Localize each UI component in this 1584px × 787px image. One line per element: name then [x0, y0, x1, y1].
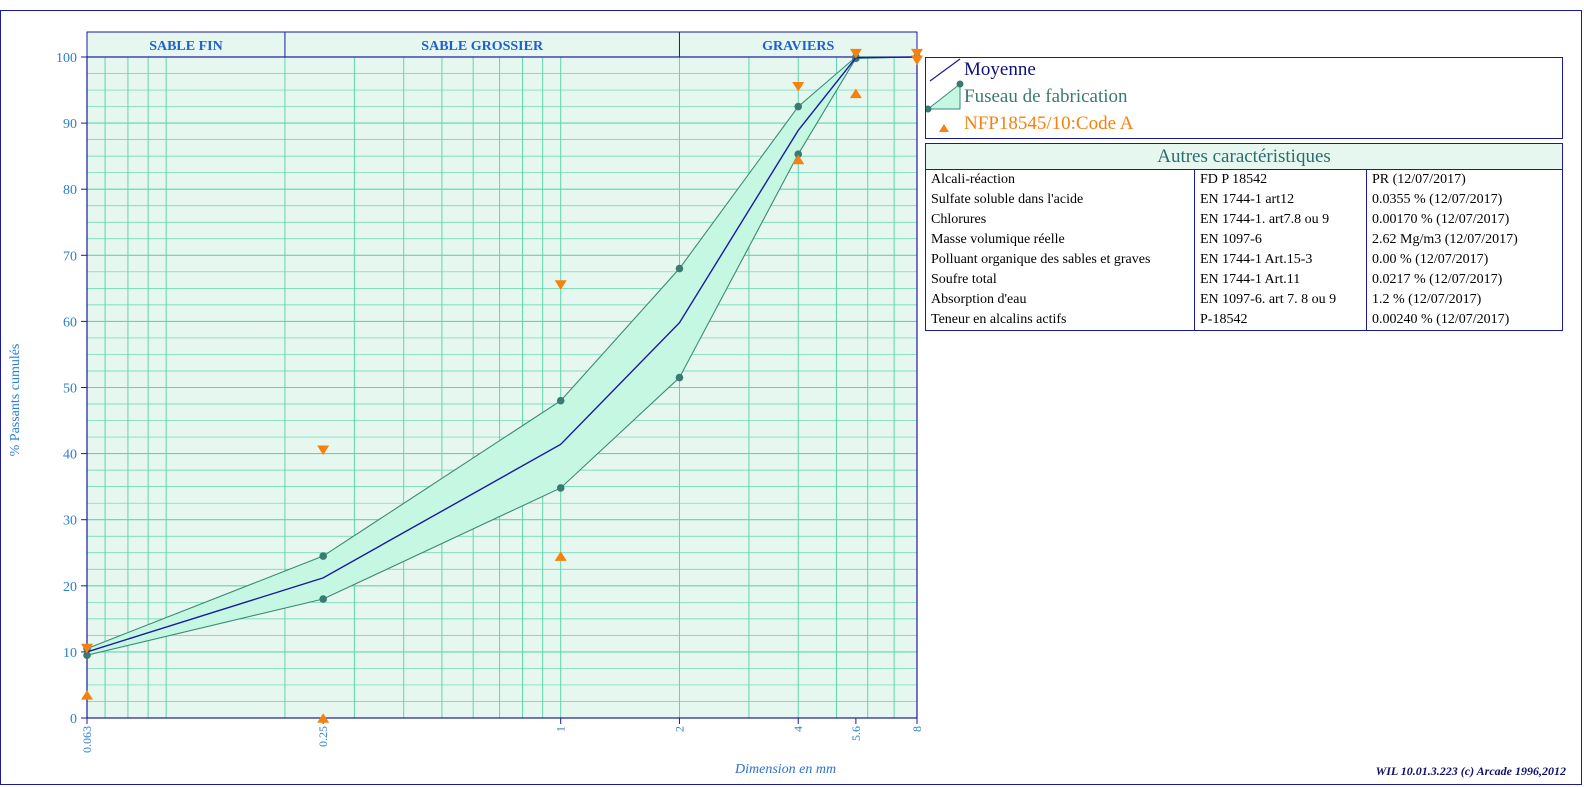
code-triangle-icon	[939, 124, 949, 132]
autres-row: Chlorures EN 1744-1. art7.8 ou 9 0.00170 %…	[926, 210, 1562, 230]
x-axis-label: Dimension en mm	[735, 762, 837, 777]
test-method: EN 1744-1. art7.8 ou 9	[1194, 210, 1367, 230]
chart-frame	[0, 10, 1582, 785]
fuseau-point	[794, 102, 803, 111]
autres-caracteristiques-panel: Autres caractéristiques Alcali-réaction F…	[925, 143, 1563, 331]
test-value: PR (12/07/2017)	[1372, 172, 1466, 187]
autres-row: Teneur en alcalins actifs P-18542 0.00240 …	[926, 310, 1562, 330]
y-tick-label: 70	[63, 249, 77, 264]
legend: Moyenne Fuseau de fabrication NFP18545/1…	[925, 57, 1563, 139]
fuseau-swatch-icon	[926, 82, 961, 110]
test-method: EN 1097-6. art 7. 8 ou 9	[1194, 290, 1367, 310]
autres-title: Autres caractéristiques	[926, 144, 1562, 170]
test-value: 1.2 % (12/07/2017)	[1372, 292, 1482, 307]
property-name: Alcali-réaction	[926, 170, 1195, 190]
fuseau-point	[83, 651, 91, 660]
y-tick-label: 80	[63, 183, 77, 198]
fuseau-point	[319, 595, 327, 603]
x-tick-label: 1	[554, 726, 568, 732]
software-credit: WIL 10.01.3.223 (c) Arcade 1996,2012	[1375, 764, 1566, 778]
test-value: 0.00 % (12/07/2017)	[1372, 252, 1489, 267]
autres-row: Alcali-réaction FD P 18542 PR (12/07/2017)	[926, 170, 1562, 190]
test-value: 0.0355 % (12/07/2017)	[1372, 192, 1503, 207]
fuseau-point	[556, 484, 565, 492]
autres-row: Absorption d'eau EN 1097-6. art 7. 8 ou 9…	[926, 290, 1562, 310]
test-method: EN 1744-1 art12	[1194, 190, 1367, 210]
legend-code: NFP18545/10:Code A	[964, 113, 1134, 134]
x-tick-label: 0.25	[316, 726, 330, 747]
fuseau-point	[675, 373, 684, 382]
moyenne-line-icon	[929, 58, 961, 82]
legend-fuseau: Fuseau de fabrication	[964, 86, 1128, 107]
property-name: Masse volumique réelle	[926, 230, 1195, 250]
spec-marker	[911, 48, 923, 59]
fuseau-marker-icon	[956, 80, 964, 88]
y-tick-label: 100	[56, 51, 77, 66]
y-axis-label: % Passants cumulés	[8, 343, 23, 457]
fuseau-point	[675, 264, 684, 273]
zone-label: SABLE GROSSIER	[421, 39, 544, 54]
spec-marker	[911, 55, 923, 66]
property-name: Soufre total	[926, 270, 1195, 290]
spec-marker	[554, 280, 567, 290]
x-tick-label: 0.063	[80, 726, 94, 753]
autres-table: Alcali-réaction FD P 18542 PR (12/07/2017)…	[926, 170, 1562, 330]
spec-marker	[317, 445, 330, 456]
y-tick-label: 0	[70, 712, 77, 727]
test-method: FD P 18542	[1194, 170, 1367, 190]
test-method: P-18542	[1194, 310, 1367, 330]
spec-marker	[554, 551, 567, 561]
y-tick-label: 30	[63, 514, 77, 529]
property-name: Teneur en alcalins actifs	[926, 310, 1195, 330]
autres-row: Polluant organique des sables et graves E…	[926, 250, 1562, 270]
legend-symbols	[926, 58, 964, 132]
test-value: 2.62 Mg/m3 (12/07/2017)	[1372, 232, 1518, 247]
test-method: EN 1744-1 Art.11	[1194, 270, 1367, 290]
x-tick-label: 5.6	[849, 726, 863, 741]
spec-marker	[792, 154, 805, 165]
test-value: 0.0217 % (12/07/2017)	[1372, 272, 1503, 287]
y-tick-label: 10	[63, 646, 77, 661]
legend-moyenne: Moyenne	[964, 59, 1036, 80]
property-name: Polluant organique des sables et graves	[926, 250, 1195, 270]
autres-row: Soufre total EN 1744-1 Art.11 0.0217 % (12…	[926, 270, 1562, 290]
zone-label: GRAVIERS	[762, 39, 834, 54]
spec-marker	[849, 48, 862, 59]
y-tick-label: 90	[63, 117, 77, 132]
property-name: Chlorures	[926, 210, 1195, 230]
property-name: Absorption d'eau	[926, 290, 1195, 310]
test-method: EN 1744-1 Art.15-3	[1194, 250, 1367, 270]
x-tick-label: 8	[910, 726, 924, 732]
x-tick-label: 2	[672, 726, 686, 732]
test-method: EN 1097-6	[1194, 230, 1367, 250]
zone-label: SABLE FIN	[149, 39, 223, 54]
property-name: Sulfate soluble dans l'acide	[926, 190, 1195, 210]
spec-marker	[81, 690, 93, 700]
autres-row: Sulfate soluble dans l'acide EN 1744-1 ar…	[926, 190, 1562, 210]
y-tick-label: 20	[63, 580, 77, 595]
spec-marker	[317, 713, 330, 723]
fuseau-point	[319, 552, 327, 560]
autres-row: Masse volumique réelle EN 1097-6 2.62 Mg/m…	[926, 230, 1562, 250]
fuseau-point	[556, 396, 565, 405]
y-tick-label: 50	[63, 382, 77, 397]
zone-header	[86, 31, 918, 58]
x-tick-label: 4	[791, 726, 805, 732]
y-tick-label: 40	[63, 448, 77, 463]
spec-marker	[81, 643, 93, 654]
spec-marker	[849, 88, 862, 99]
y-tick-label: 60	[63, 315, 77, 330]
fuseau-point	[794, 150, 803, 158]
spec-marker	[792, 81, 805, 92]
test-value: 0.00170 % (12/07/2017)	[1372, 212, 1510, 227]
test-value: 0.00240 % (12/07/2017)	[1372, 312, 1510, 327]
